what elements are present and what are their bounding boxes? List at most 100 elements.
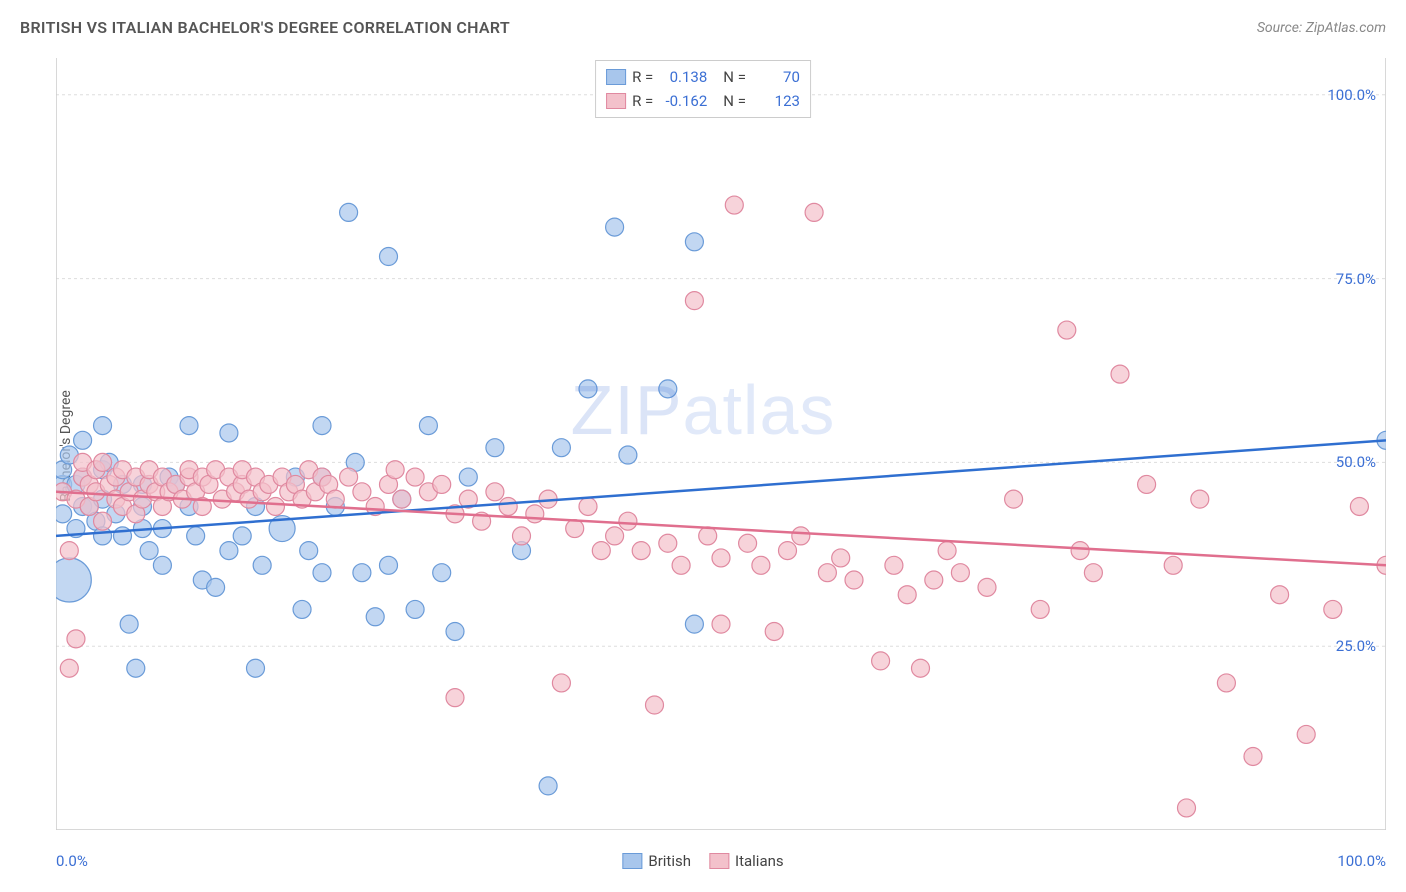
y-tick-label: 25.0%	[1336, 637, 1376, 655]
data-point	[153, 556, 171, 574]
data-point	[386, 461, 404, 479]
data-point	[326, 490, 344, 508]
chart-svg	[56, 58, 1386, 830]
data-point	[912, 659, 930, 677]
data-point	[579, 497, 597, 515]
data-point	[127, 659, 145, 677]
data-point	[406, 600, 424, 618]
legend-item: British	[622, 852, 691, 870]
x-tick-min: 0.0%	[56, 852, 88, 870]
data-point	[247, 659, 265, 677]
data-point	[1244, 747, 1262, 765]
data-point	[120, 615, 138, 633]
data-point	[539, 777, 557, 795]
data-point	[1297, 725, 1315, 743]
data-point	[393, 490, 411, 508]
data-point	[739, 534, 757, 552]
data-point	[94, 417, 112, 435]
y-tick-label: 100.0%	[1327, 86, 1376, 104]
data-point	[353, 483, 371, 501]
data-point	[499, 497, 517, 515]
data-point	[619, 512, 637, 530]
data-point	[433, 564, 451, 582]
data-point	[659, 380, 677, 398]
data-point	[925, 571, 943, 589]
data-point	[818, 564, 836, 582]
data-point	[699, 527, 717, 545]
data-point	[446, 689, 464, 707]
legend-row: R =0.138N =70	[606, 65, 800, 89]
data-point	[140, 542, 158, 560]
legend-item: Italians	[709, 852, 784, 870]
data-point	[805, 203, 823, 221]
data-point	[978, 578, 996, 596]
chart-plot-area	[56, 58, 1386, 830]
data-point	[313, 564, 331, 582]
data-point	[94, 512, 112, 530]
data-point	[380, 248, 398, 266]
data-point	[67, 630, 85, 648]
data-point	[646, 696, 664, 714]
data-point	[872, 652, 890, 670]
data-point	[1271, 586, 1289, 604]
data-point	[1324, 600, 1342, 618]
data-point	[685, 292, 703, 310]
data-point	[56, 558, 91, 602]
data-point	[313, 417, 331, 435]
data-point	[619, 446, 637, 464]
data-point	[207, 578, 225, 596]
data-point	[1138, 475, 1156, 493]
data-point	[293, 600, 311, 618]
data-point	[56, 505, 72, 523]
data-point	[459, 468, 477, 486]
data-point	[74, 431, 92, 449]
data-point	[752, 556, 770, 574]
data-point	[712, 615, 730, 633]
data-point	[220, 542, 238, 560]
data-point	[672, 556, 690, 574]
data-point	[406, 468, 424, 486]
data-point	[486, 439, 504, 457]
data-point	[1191, 490, 1209, 508]
data-point	[353, 564, 371, 582]
data-point	[606, 527, 624, 545]
legend-row: R =-0.162N =123	[606, 89, 800, 113]
data-point	[300, 542, 318, 560]
data-point	[366, 608, 384, 626]
data-point	[1071, 542, 1089, 560]
data-point	[779, 542, 797, 560]
data-point	[659, 534, 677, 552]
data-point	[446, 622, 464, 640]
data-point	[712, 549, 730, 567]
data-point	[725, 196, 743, 214]
data-point	[1350, 497, 1368, 515]
source-attribution: Source: ZipAtlas.com	[1257, 20, 1386, 36]
data-point	[552, 439, 570, 457]
data-point	[792, 527, 810, 545]
data-point	[566, 520, 584, 538]
data-point	[1058, 321, 1076, 339]
data-point	[513, 527, 531, 545]
y-tick-label: 75.0%	[1336, 270, 1376, 288]
data-point	[253, 556, 271, 574]
data-point	[1111, 365, 1129, 383]
data-point	[486, 483, 504, 501]
data-point	[1084, 564, 1102, 582]
data-point	[765, 622, 783, 640]
data-point	[1031, 600, 1049, 618]
data-point	[419, 417, 437, 435]
data-point	[632, 542, 650, 560]
y-tick-label: 50.0%	[1336, 453, 1376, 471]
data-point	[606, 218, 624, 236]
data-point	[1005, 490, 1023, 508]
series-legend: British Italians	[622, 852, 783, 870]
data-point	[187, 527, 205, 545]
data-point	[60, 542, 78, 560]
data-point	[433, 475, 451, 493]
data-point	[685, 615, 703, 633]
chart-title: BRITISH VS ITALIAN BACHELOR'S DEGREE COR…	[20, 18, 510, 37]
data-point	[1178, 799, 1196, 817]
data-point	[832, 549, 850, 567]
data-point	[60, 659, 78, 677]
data-point	[380, 556, 398, 574]
